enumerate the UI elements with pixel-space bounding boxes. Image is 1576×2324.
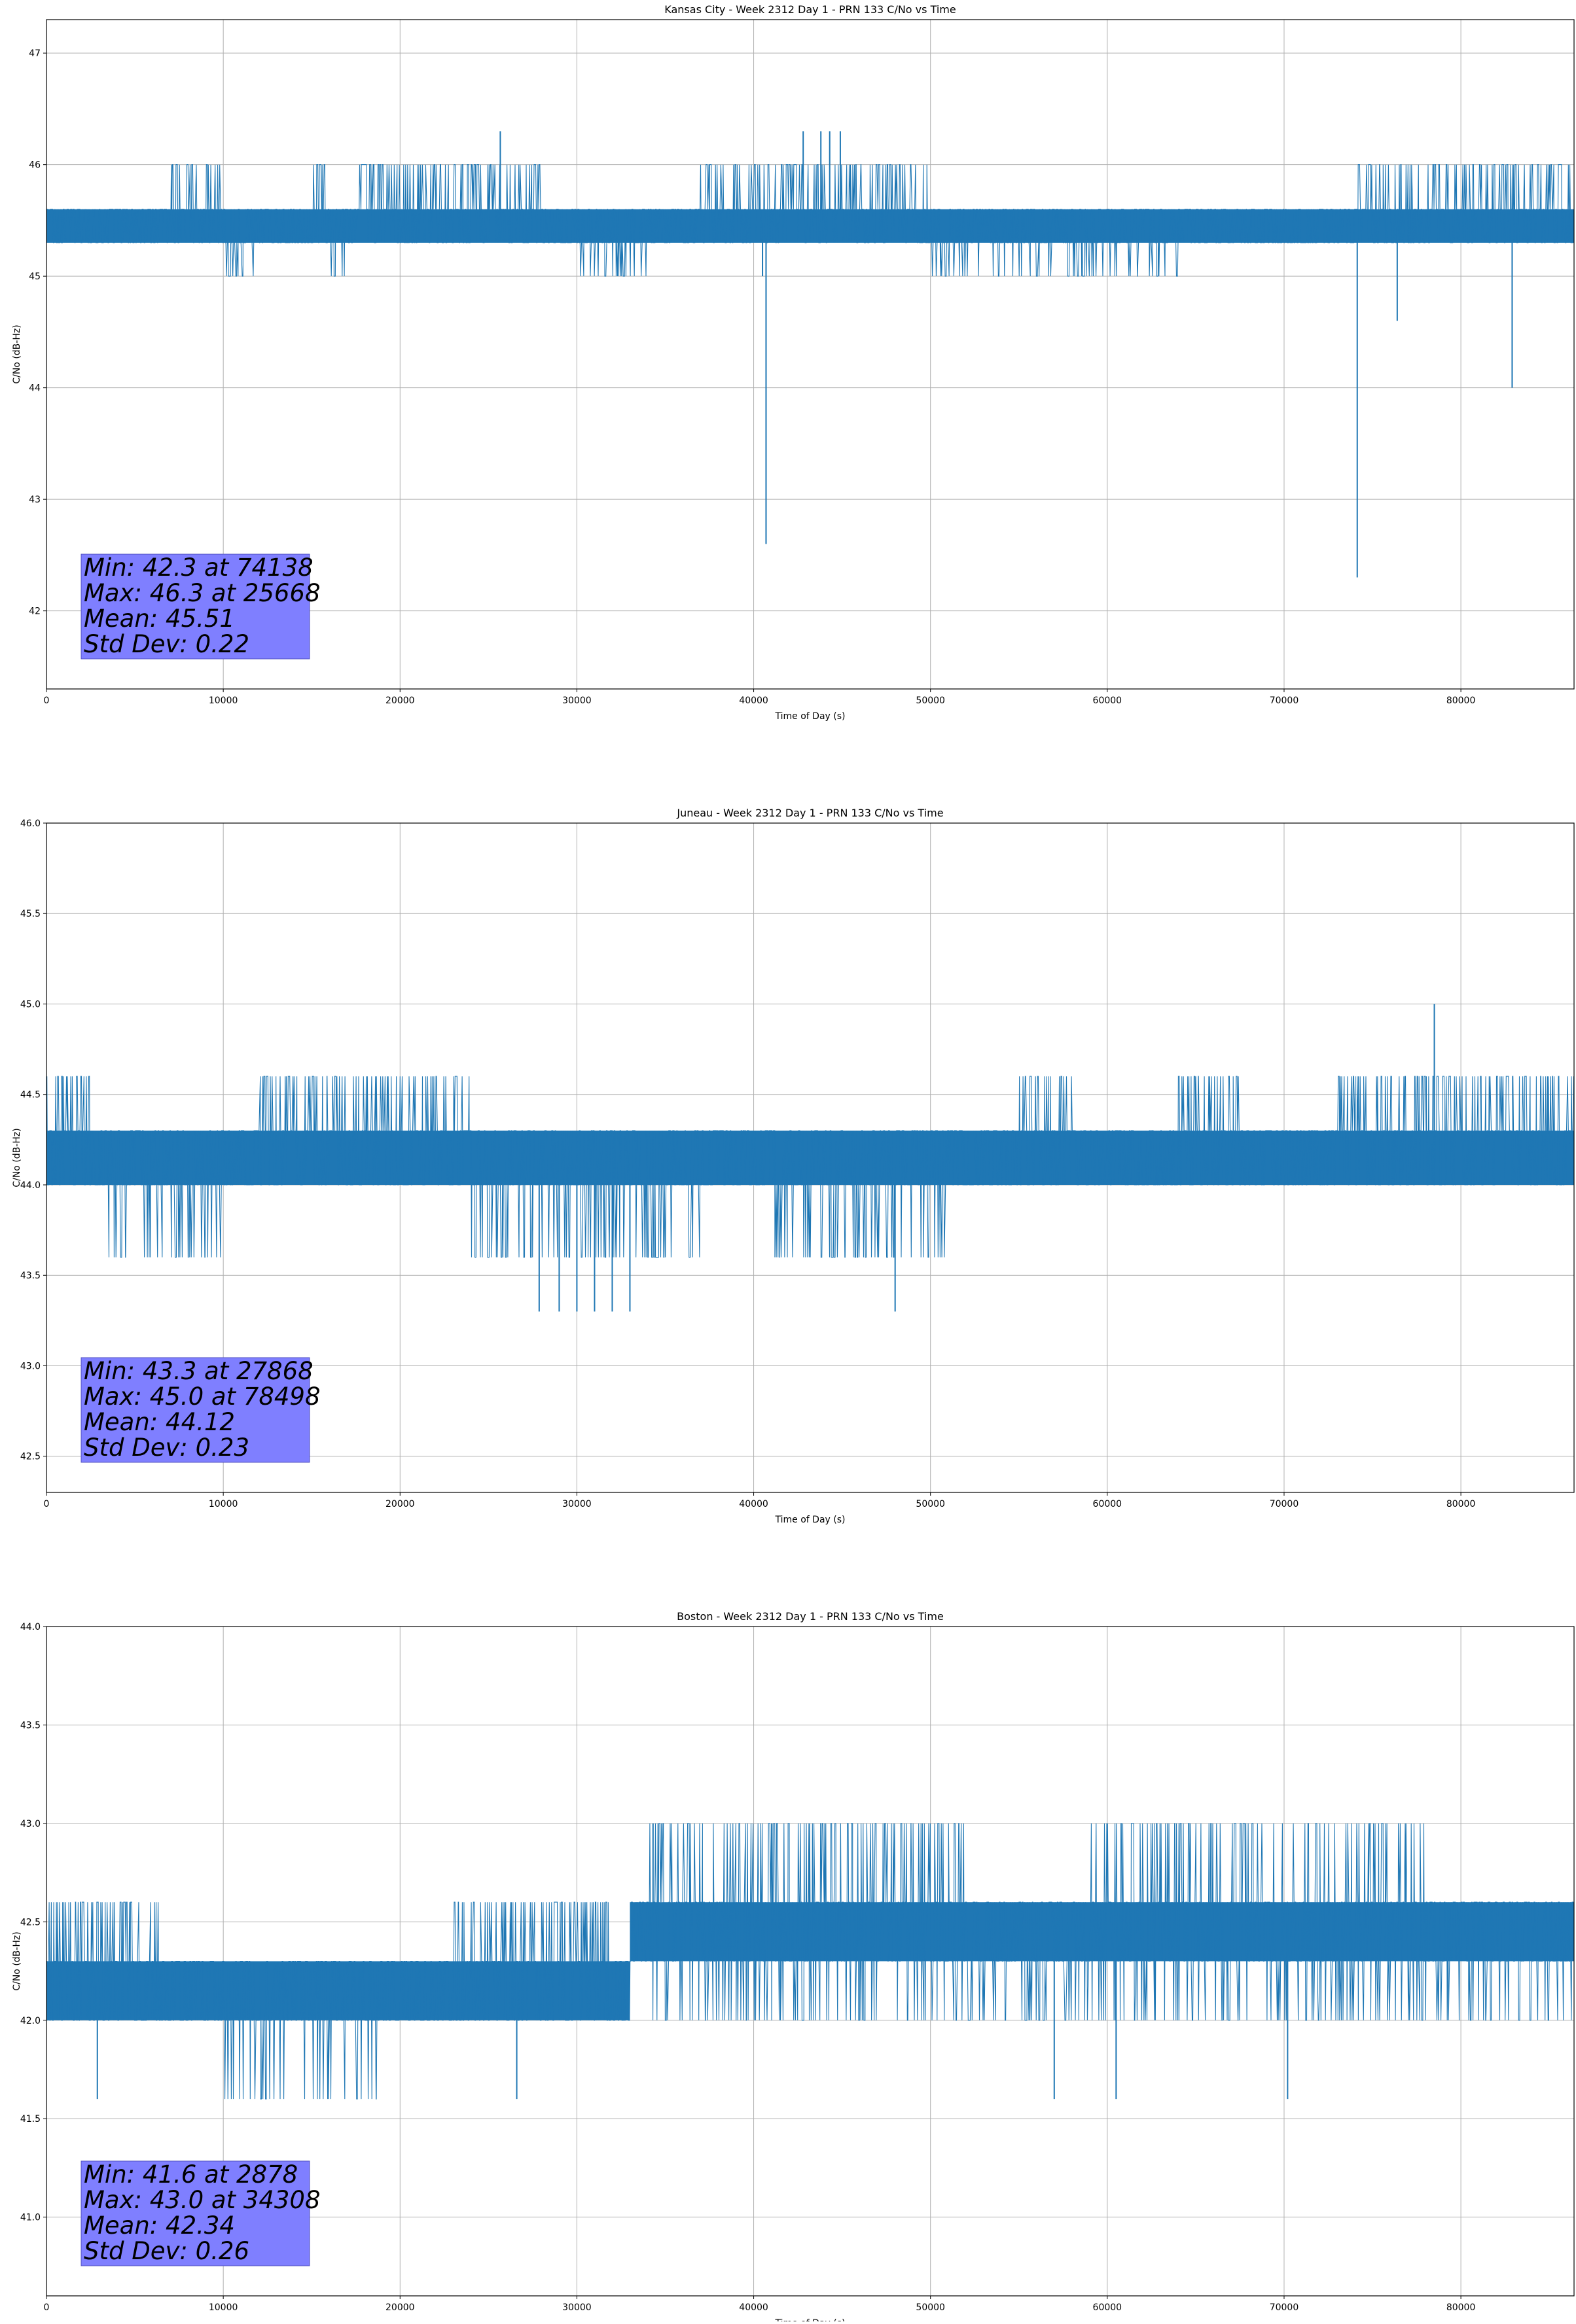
x-tick-label: 80000 [1446,695,1476,706]
x-tick-label: 30000 [562,2302,592,2313]
chart-panel: Juneau - Week 2312 Day 1 - PRN 133 C/No … [12,807,1575,1525]
y-tick-label: 43.5 [20,1271,41,1281]
stats-box [81,1357,310,1463]
x-tick-label: 0 [44,695,50,706]
y-tick-label: 46.0 [20,819,41,829]
y-tick-label: 43.0 [20,1361,41,1371]
stats-line: Max: 46.3 at 25668 [84,579,321,607]
y-tick-label: 42.5 [20,1452,41,1462]
x-axis-label: Time of Day (s) [775,2318,846,2321]
y-axis-label: C/No (dB-Hz) [12,1931,22,1990]
stats-box [81,2160,310,2266]
y-tick-label: 44.0 [20,1622,41,1632]
x-tick-label: 10000 [209,2302,238,2313]
y-tick-label: 44 [29,383,41,394]
grid [46,20,1574,689]
x-tick-label: 0 [44,2302,50,2313]
x-tick-label: 70000 [1270,2302,1299,2313]
stats-line: Min: 43.3 at 27868 [84,1357,313,1385]
stats-line: Min: 41.6 at 2878 [84,2160,298,2189]
x-tick-label: 50000 [916,2302,945,2313]
x-tick-label: 80000 [1446,1499,1476,1509]
stats-line: Mean: 45.51 [84,605,235,633]
x-tick-label: 80000 [1446,2302,1476,2313]
y-tick-label: 43.0 [20,1819,41,1829]
x-tick-label: 60000 [1093,2302,1122,2313]
x-tick-label: 0 [44,1499,50,1509]
x-tick-label: 20000 [385,2302,415,2313]
x-axis-label: Time of Day (s) [775,711,846,722]
y-tick-label: 47 [29,48,41,59]
y-tick-label: 43.5 [20,1720,41,1731]
y-tick-label: 44.0 [20,1180,41,1191]
x-tick-label: 70000 [1270,1499,1299,1509]
x-axis-label: Time of Day (s) [775,1515,846,1525]
y-tick-label: 41.0 [20,2213,41,2223]
y-axis-label: C/No (dB-Hz) [12,325,22,383]
stats-line: Std Dev: 0.23 [84,1434,249,1462]
y-tick-label: 44.5 [20,1090,41,1100]
x-tick-label: 50000 [916,1499,945,1509]
x-tick-label: 10000 [209,695,238,706]
stats-line: Max: 45.0 at 78498 [84,1382,321,1411]
x-tick-label: 20000 [385,1499,415,1509]
x-tick-label: 40000 [739,695,768,706]
x-tick-label: 10000 [209,1499,238,1509]
chart-panel: Kansas City - Week 2312 Day 1 - PRN 133 … [12,3,1575,722]
x-tick-label: 30000 [562,695,592,706]
x-tick-label: 40000 [739,1499,768,1509]
stats-line: Std Dev: 0.26 [84,2237,249,2265]
stats-line: Mean: 44.12 [84,1408,235,1436]
chart-panel: Boston - Week 2312 Day 1 - PRN 133 C/No … [12,1610,1575,2324]
x-tick-label: 30000 [562,1499,592,1509]
series-line [46,1823,1574,2100]
y-tick-label: 42 [29,607,41,617]
axes-frame [46,19,1575,690]
series-line [46,1076,1574,1258]
chart-title: Boston - Week 2312 Day 1 - PRN 133 C/No … [677,1610,944,1623]
x-tick-label: 40000 [739,2302,768,2313]
x-tick-label: 70000 [1270,695,1299,706]
y-tick-label: 45.5 [20,909,41,919]
chart-title: Juneau - Week 2312 Day 1 - PRN 133 C/No … [676,807,943,819]
stats-line: Min: 42.3 at 74138 [84,554,313,582]
y-tick-label: 45 [29,272,41,282]
stats-line: Mean: 42.34 [84,2211,235,2240]
stats-line: Max: 43.0 at 34308 [84,2186,321,2214]
x-tick-label: 60000 [1093,1499,1122,1509]
stats-line: Std Dev: 0.22 [84,630,249,658]
chart-title: Kansas City - Week 2312 Day 1 - PRN 133 … [664,3,956,16]
x-tick-label: 20000 [385,695,415,706]
x-tick-label: 50000 [916,695,945,706]
y-tick-label: 42.5 [20,1917,41,1928]
y-tick-label: 45.0 [20,999,41,1010]
axes-frame [46,822,1575,1493]
series-line [46,164,1574,277]
y-tick-label: 42.0 [20,2016,41,2026]
x-tick-label: 60000 [1093,695,1122,706]
stats-box [81,554,310,660]
axes-frame [46,1626,1575,2297]
y-axis-label: C/No (dB-Hz) [12,1128,22,1187]
y-tick-label: 41.5 [20,2114,41,2124]
y-tick-label: 43 [29,495,41,505]
y-tick-label: 46 [29,160,41,171]
